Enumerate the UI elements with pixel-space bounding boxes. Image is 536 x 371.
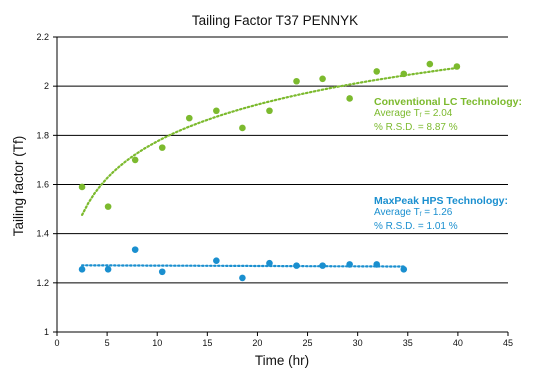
data-point-series-1 bbox=[185, 114, 193, 122]
data-point-series-1 bbox=[293, 77, 300, 85]
x-tick-label: 25 bbox=[303, 338, 313, 348]
y-tick-label: 2.2 bbox=[36, 32, 49, 42]
x-tick-label: 15 bbox=[202, 338, 212, 348]
y-tick-label: 1.8 bbox=[36, 130, 49, 140]
data-point-series-1 bbox=[373, 68, 381, 75]
data-point-series-1 bbox=[319, 75, 326, 83]
conventional-lc-annotation: Conventional LC Technology: Average Tf =… bbox=[374, 96, 522, 134]
data-point-series-2 bbox=[239, 274, 246, 282]
data-point-series-1 bbox=[104, 203, 112, 210]
data-point-series-1 bbox=[78, 183, 86, 191]
data-point-series-2 bbox=[373, 261, 381, 268]
data-point-series-2 bbox=[319, 262, 326, 269]
data-point-series-1 bbox=[400, 70, 408, 78]
data-point-series-2 bbox=[131, 246, 139, 253]
x-tick-label: 40 bbox=[453, 338, 463, 348]
x-tick-label: 10 bbox=[152, 338, 162, 348]
y-axis-title: Tailing factor (Tf) bbox=[11, 136, 26, 237]
data-point-series-2 bbox=[266, 259, 273, 267]
conventional-lc-rsd: % R.S.D. = 8.87 % bbox=[374, 122, 458, 133]
x-tick-label: 0 bbox=[54, 338, 59, 348]
x-tick-label: 20 bbox=[252, 338, 262, 348]
data-point-series-2 bbox=[346, 261, 353, 268]
data-point-series-1 bbox=[158, 144, 166, 151]
data-point-series-1 bbox=[239, 124, 246, 132]
data-point-series-2 bbox=[104, 266, 112, 273]
data-point-series-1 bbox=[213, 107, 220, 115]
y-tick-label: 1.4 bbox=[36, 229, 49, 239]
conventional-lc-heading: Conventional LC Technology: bbox=[374, 96, 522, 108]
y-tick-label: 1.2 bbox=[36, 278, 49, 288]
trendline-series-1 bbox=[81, 66, 458, 216]
data-point-series-1 bbox=[453, 63, 461, 70]
x-tick-label: 5 bbox=[105, 338, 110, 348]
maxpeak-hps-heading: MaxPeak HPS Technology: bbox=[374, 195, 509, 207]
x-tick-label: 35 bbox=[403, 338, 413, 348]
data-point-series-2 bbox=[158, 268, 166, 276]
maxpeak-hps-rsd: % R.S.D. = 1.01 % bbox=[374, 221, 458, 232]
maxpeak-hps-average: Average Tf = 1.26 bbox=[374, 207, 453, 218]
maxpeak-hps-annotation: MaxPeak HPS Technology: Average Tf = 1.2… bbox=[374, 195, 509, 233]
tick-labels: 1 1.2 1.4 1.6 1.8 2 2.2 0 5 10 15 20 25 30 35 40 45 bbox=[36, 32, 513, 348]
data-point-series-1 bbox=[131, 156, 139, 164]
x-axis-title: Time (hr) bbox=[255, 353, 309, 368]
data-point-series-1 bbox=[266, 107, 273, 115]
y-tick-label: 2 bbox=[44, 81, 49, 91]
data-point-series-2 bbox=[293, 262, 300, 269]
data-point-series-2 bbox=[213, 257, 220, 265]
y-tick-label: 1 bbox=[44, 327, 49, 337]
data-point-series-2 bbox=[78, 266, 86, 273]
x-tick-label: 45 bbox=[503, 338, 513, 348]
data-point-series-1 bbox=[346, 95, 353, 102]
trendline-series-2 bbox=[81, 264, 405, 268]
y-tick-label: 1.6 bbox=[36, 180, 49, 190]
x-tick-label: 30 bbox=[353, 338, 363, 348]
data-points bbox=[78, 60, 461, 282]
data-point-series-1 bbox=[426, 60, 434, 68]
data-point-series-2 bbox=[400, 266, 408, 273]
conventional-lc-average: Average Tf = 2.04 bbox=[374, 108, 453, 119]
gridlines bbox=[57, 36, 508, 284]
chart-title: Tailing Factor T37 PENNYK bbox=[192, 13, 358, 28]
